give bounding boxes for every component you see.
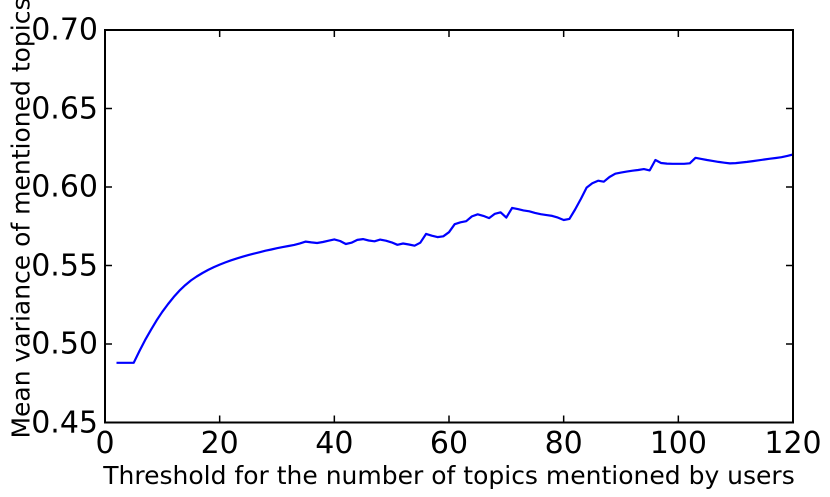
x-tick-label: 60 (429, 426, 469, 461)
y-tick-label: 0.65 (31, 91, 98, 126)
x-tick-label: 80 (544, 426, 583, 461)
x-tick-label: 100 (649, 426, 707, 461)
x-tick-label: 0 (95, 426, 115, 461)
tick-marks (104, 29, 794, 424)
y-tick-label: 0.70 (31, 12, 98, 48)
x-tick-label: 40 (315, 426, 354, 461)
y-tick-label: 0.45 (31, 405, 98, 440)
y-tick-label: 0.50 (31, 326, 98, 362)
data-line (116, 153, 794, 364)
x-tick-label: 120 (764, 426, 822, 461)
y-tick-label: 0.60 (31, 169, 98, 205)
axes-spines (104, 29, 794, 424)
x-tick-label: 20 (200, 426, 239, 461)
y-tick-label: 0.55 (31, 248, 98, 283)
x-axis-label: Threshold for the number of topics menti… (103, 461, 795, 490)
y-axis-label: Mean variance of mentioned topics (6, 0, 36, 439)
